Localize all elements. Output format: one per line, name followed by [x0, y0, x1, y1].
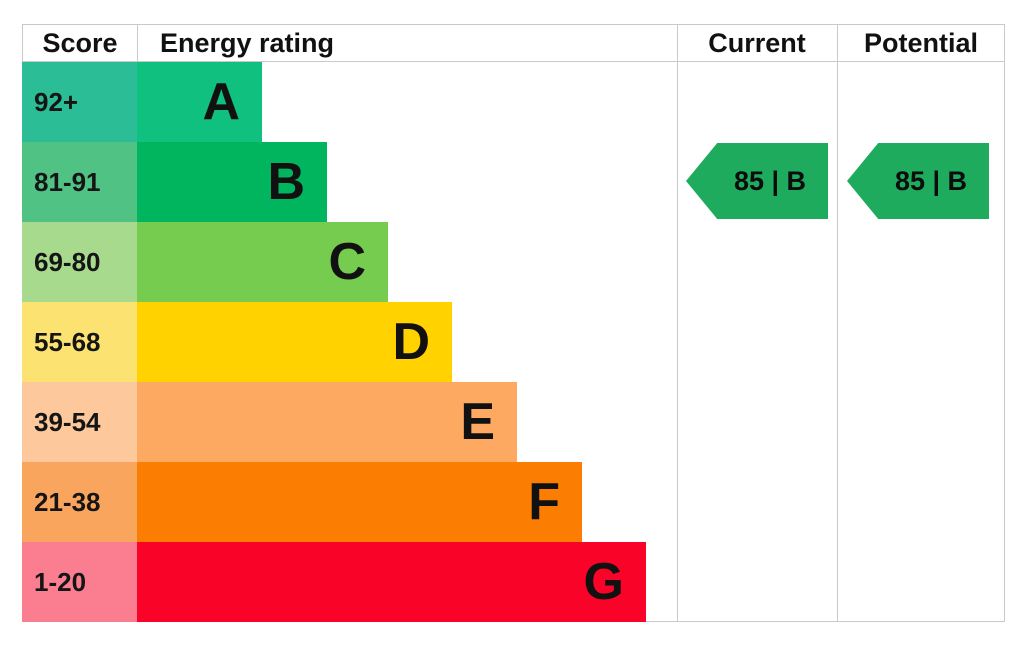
score-range-d: 55-68: [22, 302, 137, 382]
rating-letter-c: C: [328, 233, 366, 291]
rating-letter-f: F: [528, 473, 560, 531]
score-range-c: 69-80: [22, 222, 137, 302]
score-range-b: 81-91: [22, 142, 137, 222]
header-row: Score Energy rating Current Potential: [22, 24, 1005, 62]
band-row-b: 81-91 B: [22, 142, 677, 222]
header-potential: Potential: [837, 24, 1005, 62]
header-energy-rating: Energy rating: [137, 24, 677, 62]
divider-current-column: [677, 24, 678, 622]
rating-letter-e: E: [460, 393, 495, 451]
rating-letter-g: G: [583, 553, 624, 611]
band-row-f: 21-38 F: [22, 462, 677, 542]
band-row-c: 69-80 C: [22, 222, 677, 302]
rating-bar-g: G: [137, 542, 646, 622]
potential-rating-arrow: 85 | B: [847, 143, 989, 219]
header-current: Current: [677, 24, 837, 62]
band-row-a: 92+ A: [22, 62, 677, 142]
rating-bar-f: F: [137, 462, 582, 542]
current-rating-arrow: 85 | B: [686, 143, 828, 219]
rating-bar-a: A: [137, 62, 262, 142]
score-range-a: 92+: [22, 62, 137, 142]
table-right-border: [1004, 24, 1005, 622]
rating-bands: 92+ A 81-91 B 69-80 C 55-68 D 39-54 E 21-38 F 1-20 G: [22, 62, 677, 622]
band-row-e: 39-54 E: [22, 382, 677, 462]
band-row-g: 1-20 G: [22, 542, 677, 622]
rating-letter-a: A: [202, 73, 240, 131]
header-score: Score: [22, 24, 137, 62]
band-row-d: 55-68 D: [22, 302, 677, 382]
rating-bar-c: C: [137, 222, 388, 302]
rating-bar-b: B: [137, 142, 327, 222]
score-range-e: 39-54: [22, 382, 137, 462]
epc-rating-chart: Score Energy rating Current Potential 92…: [22, 24, 1005, 622]
score-range-g: 1-20: [22, 542, 137, 622]
rating-bar-e: E: [137, 382, 517, 462]
divider-potential-column: [837, 24, 838, 622]
rating-letter-b: B: [267, 153, 305, 211]
score-range-f: 21-38: [22, 462, 137, 542]
rating-bar-d: D: [137, 302, 452, 382]
rating-letter-d: D: [392, 313, 430, 371]
